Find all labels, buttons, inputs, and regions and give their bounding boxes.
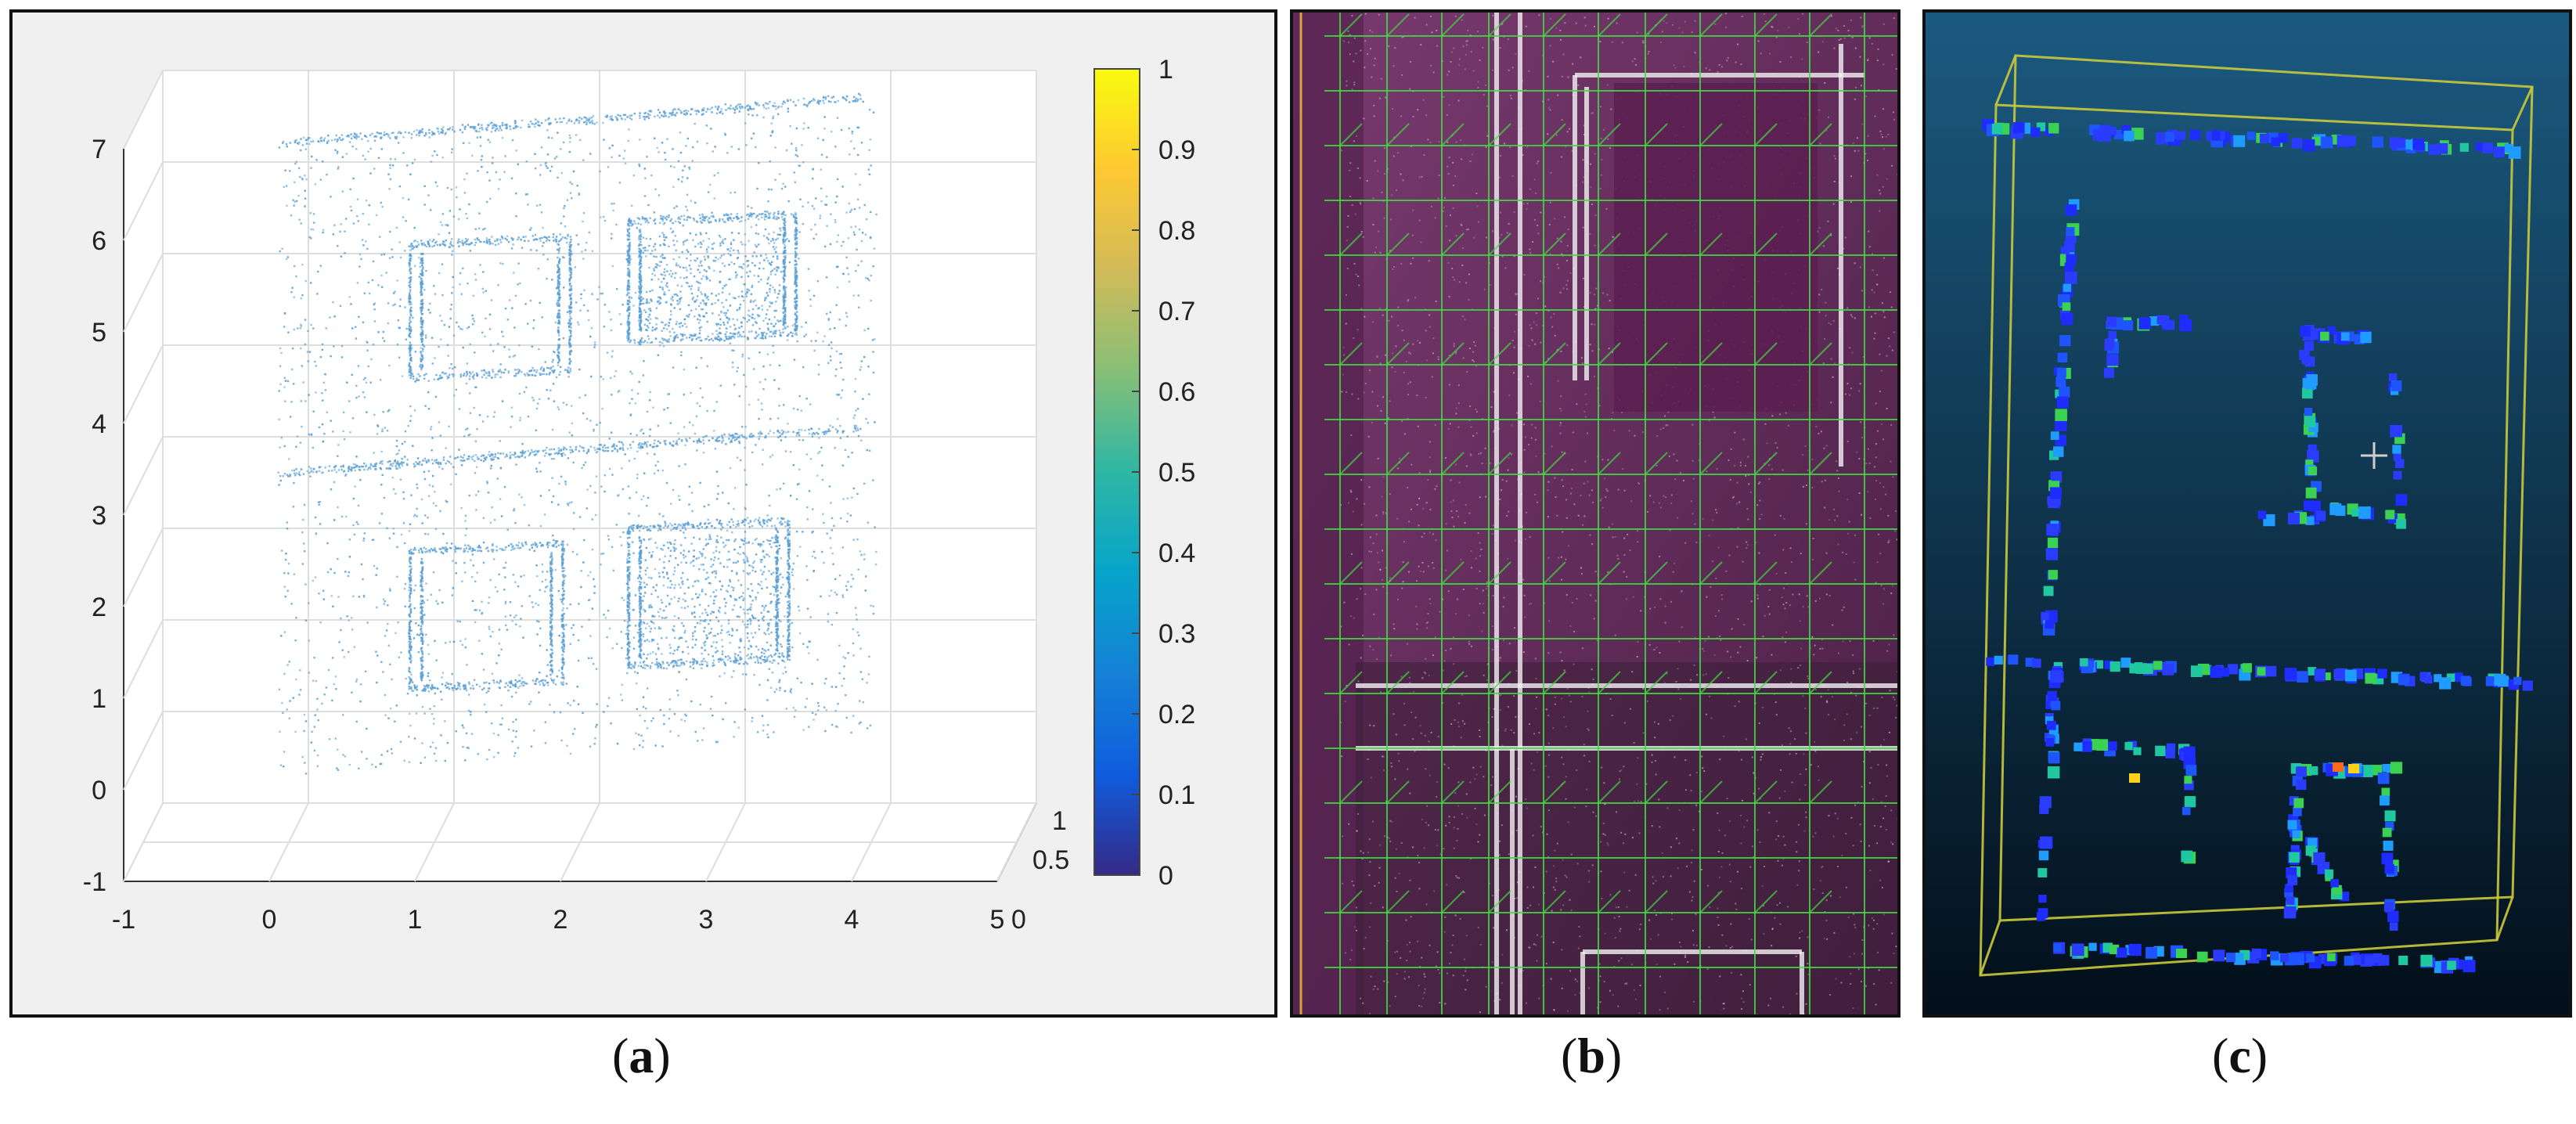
- colorbar-tick-label: 0.2: [1158, 700, 1195, 730]
- axes-box: [123, 70, 1037, 882]
- point-cloud: [277, 92, 877, 775]
- caption-a: (a): [612, 1028, 671, 1083]
- colorbar-tick-label: 0.9: [1158, 135, 1195, 165]
- x-tick-label: 1: [408, 905, 423, 935]
- caption-c: (c): [2212, 1028, 2268, 1083]
- scene-background: [1926, 13, 2569, 1014]
- colorbar-tick-label: 1: [1158, 55, 1173, 85]
- panel-c-feature-points-view: [1922, 9, 2572, 1018]
- z-tick-label: 7: [92, 135, 106, 164]
- z-tick-label: 1: [92, 684, 106, 714]
- colorbar-tick-label: 0.4: [1158, 539, 1195, 568]
- y-tick-label: 0: [1011, 905, 1026, 935]
- x-tick-label: 5: [990, 905, 1005, 935]
- z-tick-label: 5: [92, 318, 106, 348]
- axis-tick-labels: -1 0 1 2 3 4 5 -1 0 1 2 3 4 5 6 7 0.5 1 0: [83, 135, 1070, 935]
- colorbar-tick-label: 0.7: [1158, 297, 1195, 326]
- x-tick-label: 4: [845, 905, 859, 935]
- colorbar-tick-label: 0.5: [1158, 458, 1195, 488]
- colorbar-tick-label: 0.3: [1158, 619, 1195, 649]
- y-tick-label: 1: [1052, 806, 1067, 836]
- colorbar: 0 0.1 0.2 0.3 0.4 0.5 0.6 0.7 0.8 0.9 1: [1093, 55, 1195, 891]
- feature-points-rendering: [1926, 13, 2569, 1014]
- feature-points: [1982, 119, 2533, 974]
- z-tick-label: 4: [92, 409, 106, 439]
- panel-b-voxel-grid-view: [1290, 9, 1900, 1018]
- z-tick-label: 3: [92, 501, 106, 531]
- colorbar-tick-label: 0.1: [1158, 780, 1195, 810]
- z-tick-label: -1: [83, 867, 106, 897]
- grid-lines: [123, 70, 1037, 882]
- z-tick-label: 0: [92, 776, 106, 805]
- facade-points: [1293, 13, 1897, 1014]
- caption-b: (b): [1561, 1028, 1623, 1083]
- x-tick-label: 3: [699, 905, 714, 935]
- point-cloud-3d-plot: -1 0 1 2 3 4 5 -1 0 1 2 3 4 5 6 7 0.5 1 0 0 0.1 0.2 0.3 0.4 0.5…: [83, 55, 1196, 935]
- panel-a-point-cloud-chart: -1 0 1 2 3 4 5 -1 0 1 2 3 4 5 6 7 0.5 1 0 0 0.1 0.2 0.3 0.4 0.5…: [9, 9, 1277, 1018]
- x-tick-label: 2: [553, 905, 568, 935]
- z-tick-label: 6: [92, 226, 106, 256]
- crosshair-icon: [2361, 442, 2387, 469]
- x-tick-label: -1: [112, 905, 135, 935]
- y-tick-label: 0.5: [1032, 845, 1069, 875]
- colorbar-tick-label: 0.6: [1158, 377, 1195, 407]
- colorbar-tick-label: 0: [1158, 861, 1173, 891]
- voxel-grid-rendering: [1293, 13, 1897, 1014]
- voxel-grid-lines: [1299, 13, 1897, 1014]
- z-tick-label: 2: [92, 593, 106, 622]
- x-tick-label: 0: [262, 905, 277, 935]
- colorbar-tick-label: 0.8: [1158, 216, 1195, 246]
- bounding-box: [1979, 54, 2534, 977]
